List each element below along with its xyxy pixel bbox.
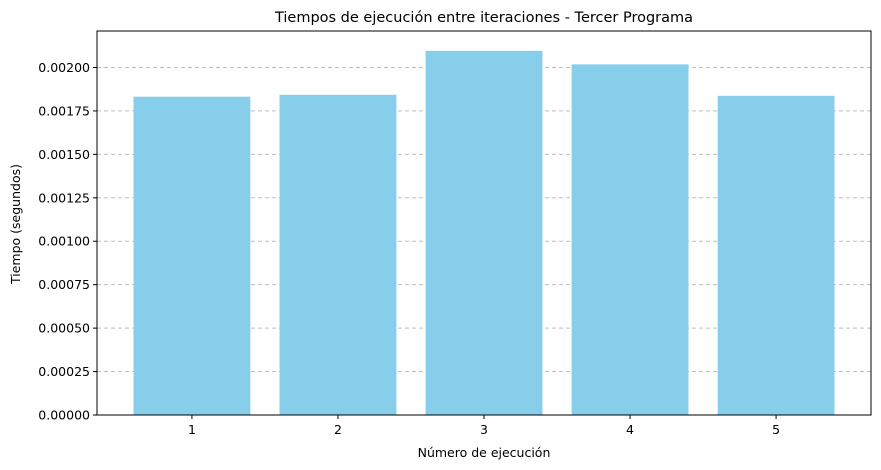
x-tick-label: 5: [772, 422, 780, 437]
y-tick-label: 0.00125: [38, 190, 90, 205]
y-tick-label: 0.00025: [38, 364, 90, 379]
y-tick-label: 0.00175: [38, 103, 90, 118]
bar-3: [425, 50, 543, 416]
y-tick-label: 0.00100: [38, 234, 90, 249]
x-tick-label: 2: [334, 422, 342, 437]
bar-1: [133, 96, 251, 416]
y-tick-label: 0.00050: [38, 321, 90, 336]
y-axis-ticks: 0.00000 0.00025 0.00050 0.00075 0.00100 0.001…: [38, 60, 97, 423]
y-tick-label: 0.00075: [38, 277, 90, 292]
bars-layer: [133, 50, 835, 416]
bar-2: [279, 94, 397, 416]
chart-title: Tiempos de ejecución entre iteraciones -…: [274, 10, 693, 26]
x-tick-label: 3: [480, 422, 488, 437]
y-tick-label: 0.00000: [38, 408, 90, 423]
bar-5: [717, 95, 835, 416]
y-tick-label: 0.00150: [38, 147, 90, 162]
x-tick-label: 1: [188, 422, 196, 437]
x-tick-label: 4: [626, 422, 634, 437]
x-axis-ticks: 1 2 3 4 5: [188, 415, 780, 437]
x-axis-label: Número de ejecución: [418, 445, 551, 460]
bar-4: [571, 64, 689, 415]
y-axis-label: Tiempo (segundos): [8, 164, 23, 285]
y-tick-label: 0.00200: [38, 60, 90, 75]
